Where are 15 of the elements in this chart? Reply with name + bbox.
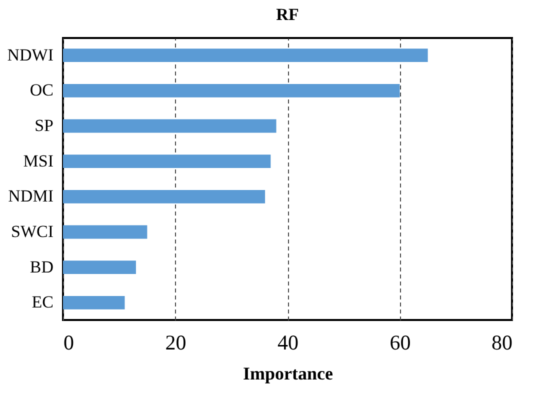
y-tick-label: BD xyxy=(30,257,54,276)
x-tick-label: 80 xyxy=(492,330,512,354)
y-tick-label: NDMI xyxy=(8,186,54,206)
x-axis-title: Importance xyxy=(243,364,333,384)
y-tick-label: EC xyxy=(32,292,54,312)
y-tick-label: OC xyxy=(30,80,54,100)
x-tick-label: 0 xyxy=(64,330,74,354)
x-tick-label: 20 xyxy=(165,330,186,354)
chart-title: RF xyxy=(276,5,299,24)
y-tick-label: MSI xyxy=(23,151,54,170)
x-tick-label: 60 xyxy=(390,330,411,354)
x-tick-label: 40 xyxy=(278,330,298,354)
y-tick-label: SP xyxy=(34,116,54,135)
y-tick-label: SWCI xyxy=(11,222,54,242)
y-tick-label: NDWI xyxy=(7,45,54,64)
